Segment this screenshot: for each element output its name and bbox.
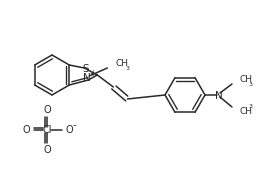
Text: S: S [82, 64, 89, 74]
Text: O: O [22, 125, 30, 135]
Text: O: O [65, 125, 73, 135]
Text: +: + [89, 70, 95, 79]
Text: O: O [43, 145, 51, 155]
Text: O: O [43, 105, 51, 115]
Text: 3: 3 [249, 83, 253, 87]
Text: N: N [215, 91, 223, 101]
Text: 3: 3 [125, 66, 129, 71]
Text: CH: CH [115, 60, 128, 68]
Text: Cl: Cl [42, 125, 52, 135]
Text: CH: CH [239, 75, 252, 85]
Text: N: N [84, 73, 91, 83]
Text: –: – [73, 121, 77, 131]
Text: CH: CH [239, 106, 252, 115]
Text: 3: 3 [249, 104, 253, 108]
